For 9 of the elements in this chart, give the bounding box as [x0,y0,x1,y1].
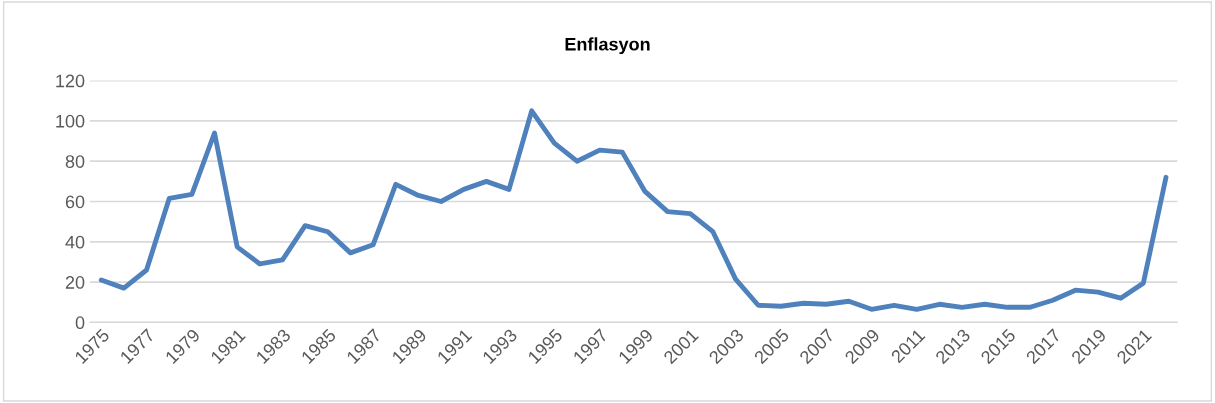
y-tick-label: 0 [75,316,85,330]
y-tick-label: 80 [65,155,85,168]
y-tick-label: 40 [65,235,85,249]
chart-title: Enflasyon [565,37,650,55]
y-tick-label: 100 [56,114,85,128]
y-tick-label: 120 [56,74,85,88]
y-tick-label: 60 [65,195,85,209]
line-series [98,108,1169,312]
y-tick-label: 20 [65,276,85,289]
